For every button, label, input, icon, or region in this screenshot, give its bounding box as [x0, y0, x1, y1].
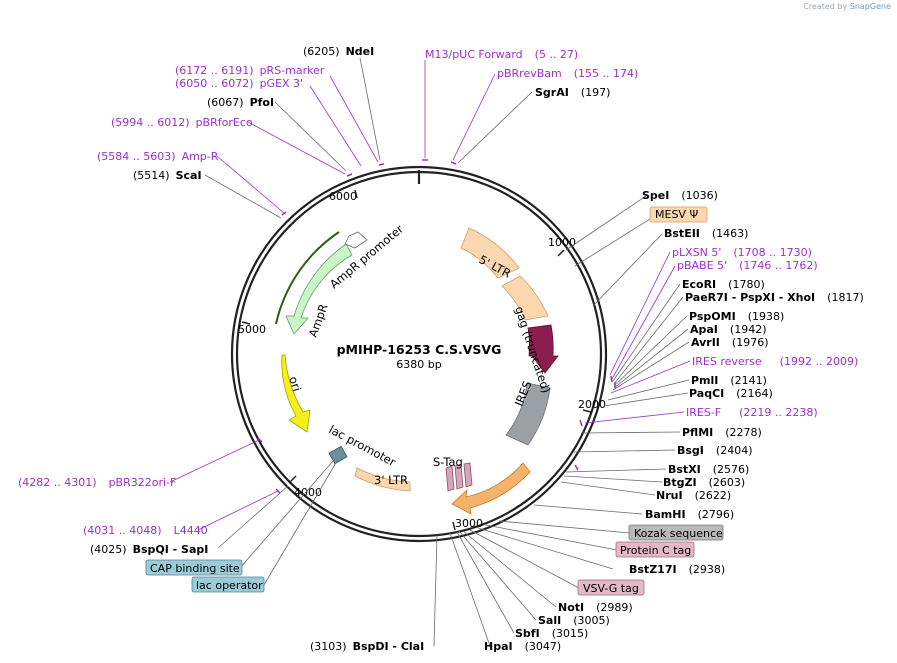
- feature-lac-promoter-arrow: [328, 445, 348, 465]
- label-scai: (5514) ScaI: [133, 169, 202, 182]
- label-ecori: EcoRI (1780): [682, 278, 765, 291]
- label-pbabe-5: pBABE 5' (1746 .. 1762): [677, 259, 818, 272]
- feature-label-ori: ori: [286, 375, 304, 394]
- box-lac-operator: [191, 576, 265, 593]
- label-nrui: NruI (2622): [656, 489, 731, 502]
- label-bsgi: BsgI (2404): [677, 444, 752, 457]
- label-bamhi: BamHI (2796): [645, 508, 734, 521]
- label-ires-f: IRES-F (2219 .. 2238): [686, 406, 818, 419]
- label-pbrforeco: (5994 .. 6012) pBRforEco: [111, 116, 253, 129]
- feature-label-ampr: AmpR: [306, 302, 331, 339]
- label-apai: ApaI (1942): [690, 323, 766, 336]
- box-vsv-g-tag: [577, 579, 645, 596]
- feature-gag-arrow: [527, 324, 559, 374]
- feature-ampr-arrow: [285, 243, 353, 335]
- label-amp-r: (5584 .. 5603) Amp-R: [97, 150, 219, 163]
- plasmid-name: pMIHP-16253 C.S.VSVG: [337, 342, 502, 357]
- box-mesv-psi: [649, 206, 708, 223]
- label-mesv-psi: MESV Ψ: [655, 208, 698, 221]
- site-labels: (6205) NdeI M13/pUC Forward (5 .. 27) (617…: [18, 45, 864, 653]
- label-kozak-sequence: Kozak sequence: [634, 527, 723, 540]
- label-protein-c-tag: Protein C tag: [620, 544, 691, 557]
- label-ndei: (6205) NdeI: [303, 45, 374, 58]
- label-bstz17i: BstZ17I (2938): [629, 563, 725, 576]
- tick-label-1000: 1000: [548, 236, 576, 249]
- label-m13-puc-forward: M13/pUC Forward (5 .. 27): [425, 48, 578, 61]
- feature-ori-arrow: [281, 354, 311, 433]
- site-marks: [257, 159, 616, 494]
- label-ires-reverse: IRES reverse (1992 .. 2009): [692, 355, 858, 368]
- label-pbrrevbam: pBRrevBam (155 .. 174): [497, 67, 638, 80]
- tick-label-5000: 5000: [238, 323, 266, 336]
- label-prs-marker: (6172 .. 6191) pRS-marker: [175, 64, 325, 77]
- tick-label-6000: 6000: [329, 190, 357, 203]
- label-paqci: PaqCI (2164): [689, 387, 773, 400]
- box-cap-binding-site: [145, 559, 243, 576]
- label-bsteii: BstEII (1463): [664, 227, 748, 240]
- label-l4440: (4031 .. 4048) L4440: [83, 524, 208, 537]
- backbone-outer: [230, 165, 608, 543]
- feature-ampr-promoter-arrow: [344, 231, 368, 249]
- leader-lines: [169, 57, 691, 647]
- feature-ires-arrow: [505, 382, 551, 446]
- feature-label-3ltr: 3' LTR: [374, 473, 408, 487]
- label-vsv-g-tag: VSV-G tag: [583, 582, 639, 595]
- label-hpai: HpaI (3047): [484, 640, 561, 653]
- label-btgzi: BtgZI (2603): [663, 476, 745, 489]
- label-lac-operator: lac operator: [196, 579, 263, 592]
- label-bspqi-sapi: (4025) BspQI - SapI: [90, 543, 208, 556]
- feature-label-stag: S-Tag: [433, 455, 463, 469]
- label-pfoi: (6067) PfoI: [207, 96, 274, 109]
- label-cap-binding-site: CAP binding site: [150, 562, 240, 575]
- tick-label-4000: 4000: [294, 486, 322, 499]
- box-kozak-sequence: [628, 524, 724, 541]
- feature-3ltr-arrow: [354, 467, 411, 492]
- feature-5ltr-arrow: [460, 227, 520, 279]
- label-pmli: PmlI (2141): [691, 374, 767, 387]
- feature-5ltr-arrow-b: [501, 275, 549, 321]
- label-pflmi: PflMI (2278): [682, 426, 762, 439]
- label-plxsn-5: pLXSN 5' (1708 .. 1730): [672, 246, 812, 259]
- label-sgrai: SgrAI (197): [535, 86, 610, 99]
- tick-marks: [241, 189, 592, 531]
- label-sbfi: SbfI (3015): [515, 627, 588, 640]
- feature-ampr-orf-line: [275, 231, 340, 325]
- label-spei: SpeI (1036): [642, 189, 718, 202]
- feature-vsvg-arrow: [451, 462, 531, 515]
- tick-label-2000: 2000: [578, 398, 606, 411]
- label-bstxi: BstXI (2576): [668, 463, 749, 476]
- label-pgex-3: (6050 .. 6072) pGEX 3': [175, 77, 303, 90]
- feature-stag-arrows: [445, 462, 473, 492]
- label-pspomi: PspOMI (1938): [689, 310, 784, 323]
- label-avrii: AvrII (1976): [691, 336, 768, 349]
- label-noti: NotI (2989): [558, 601, 633, 614]
- label-bspdi-clai: (3103) BspDI - ClaI: [310, 640, 424, 653]
- snapgene-brand: Created by SnapGene: [803, 2, 891, 11]
- label-paer7i-pspxi-xhoi: PaeR7I - PspXI - XhoI (1817): [685, 291, 864, 304]
- label-sali: SalI (3005): [538, 614, 610, 627]
- label-pbr322ori-f: (4282 .. 4301) pBR322ori-F: [18, 476, 176, 489]
- tick-label-3000: 3000: [455, 517, 483, 530]
- plasmid-length: 6380 bp: [396, 358, 441, 371]
- box-protein-c-tag: [615, 541, 695, 558]
